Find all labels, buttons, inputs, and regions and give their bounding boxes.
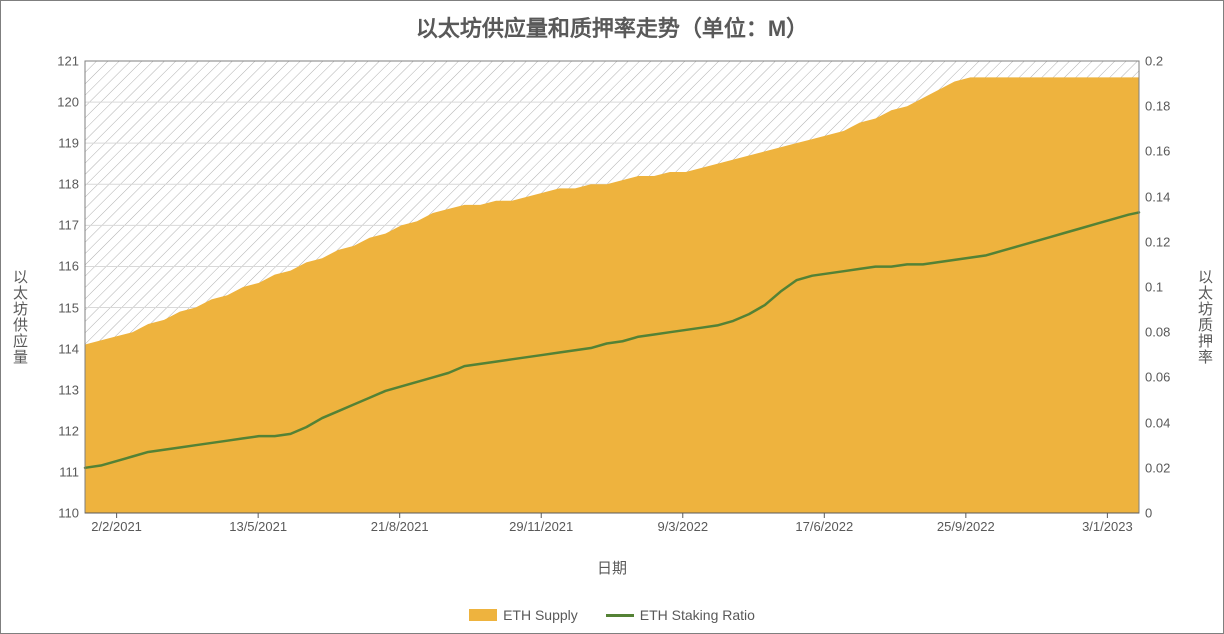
y-right-tick: 0: [1139, 506, 1152, 521]
x-axis-label: 日期: [1, 557, 1223, 578]
x-tick: 21/8/2021: [371, 513, 429, 534]
x-tick: 17/6/2022: [795, 513, 853, 534]
y-right-tick: 0.08: [1139, 325, 1170, 340]
y-left-tick: 114: [58, 341, 85, 356]
chart-title: 以太坊供应量和质押率走势（单位：M）: [1, 11, 1223, 43]
y-right-tick: 0.1: [1139, 280, 1163, 295]
y-axis-left-label: 以太坊供应量: [9, 269, 30, 365]
x-tick: 3/1/2023: [1082, 513, 1133, 534]
y-left-tick: 113: [58, 382, 85, 397]
legend-label-supply: ETH Supply: [503, 607, 578, 623]
legend: ETH Supply ETH Staking Ratio: [1, 607, 1223, 623]
legend-item-supply: ETH Supply: [469, 607, 578, 623]
x-tick: 25/9/2022: [937, 513, 995, 534]
plot-area: 11011111211311411511611711811912012100.0…: [85, 61, 1139, 513]
y-right-tick: 0.06: [1139, 370, 1170, 385]
y-right-tick: 0.14: [1139, 189, 1170, 204]
legend-label-staking: ETH Staking Ratio: [640, 607, 755, 623]
y-right-tick: 0.04: [1139, 415, 1170, 430]
y-right-tick: 0.02: [1139, 460, 1170, 475]
y-left-tick: 120: [57, 95, 85, 110]
y-left-tick: 116: [58, 259, 85, 274]
chart-container: 以太坊供应量和质押率走势（单位：M） 以太坊供应量 以太坊质押率 1101111…: [0, 0, 1224, 634]
legend-swatch-line-icon: [606, 614, 634, 617]
y-left-tick: 119: [58, 136, 85, 151]
y-left-tick: 110: [58, 506, 85, 521]
y-left-tick: 118: [58, 177, 85, 192]
y-axis-right-label: 以太坊质押率: [1194, 269, 1215, 365]
legend-swatch-area-icon: [469, 609, 497, 621]
x-tick: 13/5/2021: [229, 513, 287, 534]
y-right-tick: 0.16: [1139, 144, 1170, 159]
y-right-tick: 0.18: [1139, 99, 1170, 114]
y-left-tick: 112: [58, 423, 85, 438]
x-tick: 2/2/2021: [91, 513, 142, 534]
y-right-tick: 0.12: [1139, 234, 1170, 249]
y-left-tick: 121: [57, 54, 85, 69]
y-left-tick: 117: [58, 218, 85, 233]
x-tick: 29/11/2021: [509, 513, 573, 534]
y-left-tick: 111: [59, 464, 85, 479]
y-right-tick: 0.2: [1139, 54, 1163, 69]
plot-svg: [85, 61, 1139, 513]
legend-item-staking: ETH Staking Ratio: [606, 607, 755, 623]
x-tick: 9/3/2022: [657, 513, 708, 534]
y-left-tick: 115: [58, 300, 85, 315]
